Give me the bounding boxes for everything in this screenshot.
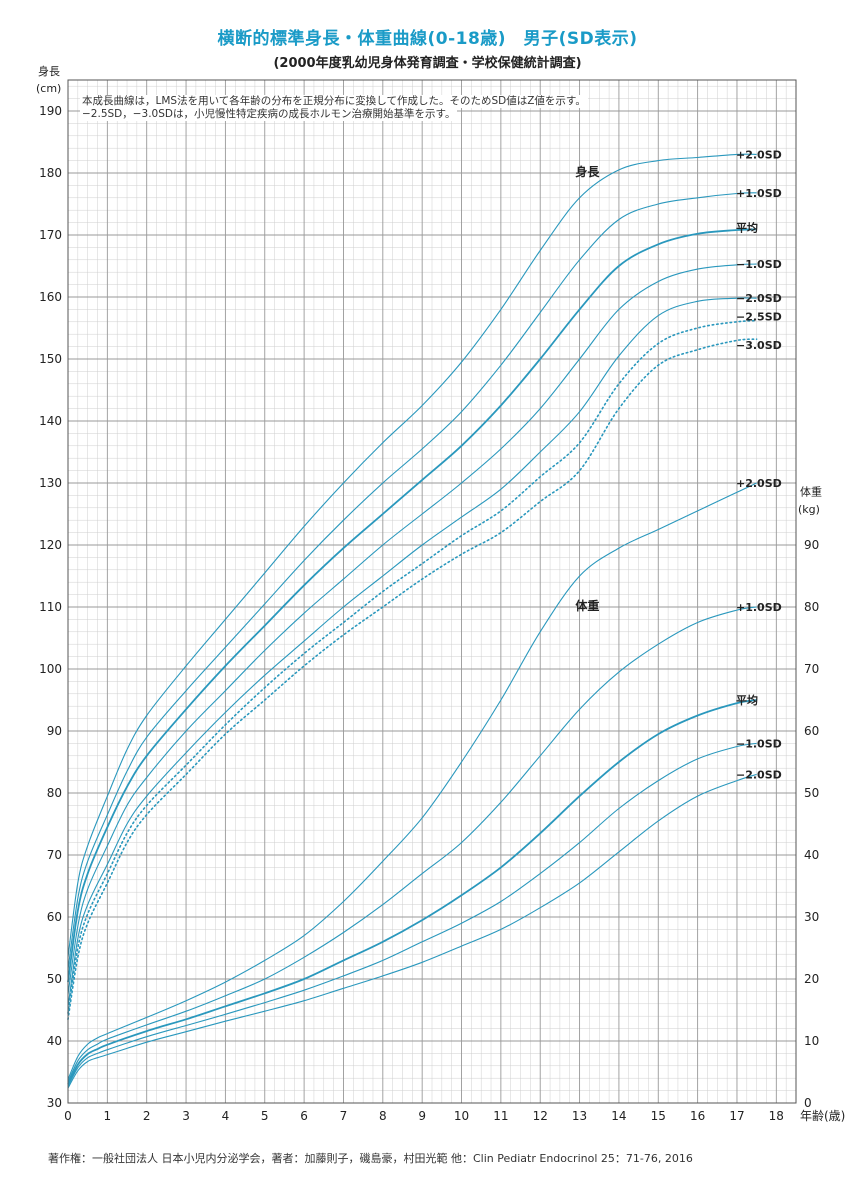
weight-series-label: +2.0SD	[736, 477, 782, 490]
labels: +2.0SD +1.0SD 平均 −1.0SD −2.0SD −2.5SD −3.0SD +2…	[575, 148, 781, 781]
height-series-label: 平均	[736, 220, 758, 234]
copyright-footer: 著作権：一般社団法人 日本小児内分泌学会，著者：加藤則子，磯島豪，村田光範 他：…	[48, 1152, 693, 1165]
y-left-tick-label: 40	[47, 1034, 62, 1048]
x-tick-label: 7	[340, 1109, 348, 1123]
weight-series-curve	[67, 482, 757, 1080]
x-axis-label: 年齢(歳)	[800, 1108, 845, 1123]
x-tick-label: 14	[611, 1109, 626, 1123]
height-series-curve	[67, 338, 758, 1021]
y-left-tick-label: 110	[39, 600, 62, 614]
x-tick-label: 0	[64, 1109, 72, 1123]
y-left-tick-label: 70	[47, 848, 62, 862]
curves	[67, 153, 758, 1089]
x-tick-label: 8	[379, 1109, 387, 1123]
y-left-axis-label: 身長	[38, 64, 60, 78]
weight-series-label: 平均	[736, 693, 758, 707]
height-series-label: −2.0SD	[736, 292, 782, 305]
y-left-tick-label: 150	[39, 352, 62, 366]
grid-minor	[68, 80, 797, 1103]
axes: 0 1 2 3 4 5 6 7 8 9 10 11 12 13 14 15 16 17 18 年齢(歳)3040506…	[36, 64, 845, 1123]
weight-series-curve	[67, 742, 757, 1087]
x-tick-label: 18	[769, 1109, 784, 1123]
height-series-curve	[67, 297, 757, 1007]
x-tick-label: 3	[182, 1109, 190, 1123]
y-right-axis-label: 体重	[800, 484, 822, 498]
x-tick-label: 13	[572, 1109, 587, 1123]
y-left-tick-label: 30	[47, 1096, 62, 1110]
weight-series-curve	[67, 773, 757, 1089]
y-right-tick-label: 60	[804, 724, 819, 738]
y-left-tick-label: 140	[39, 414, 62, 428]
y-left-tick-label: 120	[39, 538, 62, 552]
plot-frame	[67, 79, 797, 1104]
height-series-label: +1.0SD	[736, 187, 782, 200]
weight-region-label: 体重	[575, 598, 599, 613]
y-right-tick-label: 30	[804, 910, 819, 924]
chart-subtitle: (2000年度乳幼児身体発育調査・学校保健統計調査)	[273, 56, 582, 71]
height-series-label: +2.0SD	[736, 148, 782, 161]
y-right-tick-label: 40	[804, 848, 819, 862]
height-series-label: −1.0SD	[736, 258, 782, 271]
note-line-2: −2.5SD，−3.0SDは，小児慢性特定疾病の成長ホルモン治療開始基準を示す。	[80, 108, 458, 121]
x-tick-label: 6	[300, 1109, 308, 1123]
height-series-curve	[67, 192, 757, 970]
height-series-curve	[67, 263, 757, 995]
x-tick-label: 15	[651, 1109, 666, 1123]
y-right-tick-label: 10	[804, 1034, 819, 1048]
height-series-curve	[67, 228, 757, 983]
x-tick-label: 17	[729, 1109, 744, 1123]
y-left-tick-label: 190	[39, 104, 62, 118]
x-tick-label: 1	[104, 1109, 112, 1123]
y-left-tick-label: 50	[47, 972, 62, 986]
y-right-tick-label: 90	[804, 538, 819, 552]
x-tick-label: 9	[418, 1109, 426, 1123]
y-left-tick-label: 160	[39, 290, 62, 304]
y-right-tick-label: 80	[804, 600, 819, 614]
weight-series-curve	[67, 699, 757, 1085]
chart-title: 横断的標準身長・体重曲線(0-18歳) 男子(SD表示)	[217, 29, 638, 49]
x-tick-label: 16	[690, 1109, 705, 1123]
y-left-axis-unit: (cm)	[36, 82, 61, 95]
height-series-label: −3.0SD	[736, 339, 782, 352]
x-tick-label: 2	[143, 1109, 151, 1123]
height-region-label: 身長	[575, 164, 600, 179]
x-tick-label: 4	[222, 1109, 230, 1123]
y-left-tick-label: 180	[39, 166, 62, 180]
y-left-tick-label: 130	[39, 476, 62, 490]
x-tick-label: 5	[261, 1109, 269, 1123]
y-left-tick-label: 90	[47, 724, 62, 738]
y-left-tick-label: 60	[47, 910, 62, 924]
y-right-tick-label: 20	[804, 972, 819, 986]
x-tick-label: 12	[533, 1109, 548, 1123]
y-left-tick-label: 170	[39, 228, 62, 242]
x-tick-label: 10	[454, 1109, 469, 1123]
height-series-curve	[67, 153, 757, 958]
y-left-tick-label: 80	[47, 786, 62, 800]
height-series-label: −2.5SD	[736, 311, 782, 324]
weight-series-label: −1.0SD	[736, 737, 782, 750]
x-tick-label: 11	[493, 1109, 508, 1123]
y-right-axis-unit: (kg)	[798, 503, 820, 516]
weight-series-curve	[67, 606, 757, 1083]
grid-major	[67, 80, 796, 1104]
note-line-1: 本成長曲線は，LMS法を用いて各年齢の分布を正規分布に変換して作成した。そのため…	[80, 95, 588, 108]
y-left-tick-label: 100	[39, 662, 62, 676]
y-right-tick-label: 0	[804, 1096, 812, 1110]
y-right-tick-label: 50	[804, 786, 819, 800]
y-right-tick-label: 70	[804, 662, 819, 676]
weight-series-label: −2.0SD	[736, 768, 782, 781]
weight-series-label: +1.0SD	[736, 601, 782, 614]
height-series-curve	[67, 319, 758, 1014]
